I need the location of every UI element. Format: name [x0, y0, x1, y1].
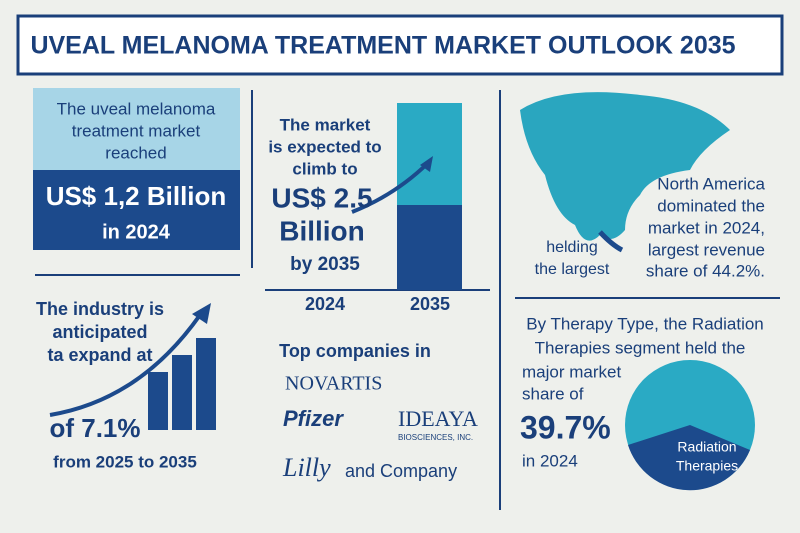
- map-central: [598, 230, 624, 253]
- value-box: [33, 170, 240, 250]
- therapy-value: 39.7%: [520, 409, 611, 445]
- region-line: dominated the: [657, 196, 765, 215]
- region-note: helding: [546, 239, 598, 256]
- region-note: the largest: [535, 261, 610, 278]
- therapy-line: major market: [522, 362, 621, 381]
- value: Billion: [279, 215, 365, 246]
- therapy-year: in 2024: [522, 451, 578, 470]
- bar-bottom: [397, 205, 462, 290]
- year: in 2024: [102, 221, 171, 243]
- growth-rate: of 7.1%: [49, 413, 140, 443]
- region-line: largest revenue: [648, 240, 765, 259]
- intro-line: is expected to: [268, 137, 381, 156]
- growth-line: ta expand at: [47, 345, 152, 365]
- growth-bars: [148, 338, 216, 430]
- title: UVEAL MELANOMA TREATMENT MARKET OUTLOOK …: [30, 32, 735, 60]
- pie-dark: [628, 425, 750, 491]
- lilly: Lilly: [282, 453, 331, 482]
- bar-label: 2024: [305, 294, 345, 314]
- ideaya: IDEAYA: [398, 406, 478, 431]
- value: US$ 1,2 Billion: [46, 181, 227, 211]
- region-line: North America: [657, 174, 765, 193]
- ideaya-sub: BIOSCIENCES, INC.: [398, 433, 473, 442]
- novartis: NOVARTIS: [285, 373, 382, 395]
- intro-line: The market: [280, 115, 371, 134]
- intro-line: reached: [105, 143, 166, 162]
- region-line: market in 2024,: [648, 218, 765, 237]
- pie-label: Therapies: [676, 458, 738, 474]
- arrow-head: [420, 156, 433, 172]
- therapy-line: Therapies segment held the: [535, 338, 746, 357]
- pie-label: Radiation: [677, 439, 736, 455]
- companies-heading: Top companies in: [279, 341, 431, 361]
- therapy-line: By Therapy Type, the Radiation: [526, 314, 764, 333]
- therapy-line: share of: [522, 384, 584, 403]
- arrow: [351, 161, 430, 214]
- growth-arrow: [49, 313, 202, 417]
- intro-line: climb to: [292, 159, 357, 178]
- growth-line: The industry is: [36, 299, 164, 319]
- growth-period: from 2025 to 2035: [53, 452, 197, 471]
- pfizer: Pfizer: [283, 406, 344, 431]
- map: [520, 92, 730, 241]
- lilly-suffix: and Company: [345, 461, 457, 481]
- bar-top: [397, 103, 462, 205]
- year: by 2035: [290, 254, 360, 275]
- bar-label: 2035: [410, 294, 450, 314]
- intro-line: The uveal melanoma: [57, 99, 216, 118]
- growth-arrow-head: [192, 303, 211, 324]
- region-line: share of 44.2%.: [646, 261, 765, 280]
- intro-box: [33, 88, 240, 170]
- value: US$ 2.5: [271, 182, 372, 213]
- title-box: [16, 14, 784, 76]
- growth-line: anticipated: [52, 322, 147, 342]
- intro-line: treatment market: [72, 121, 201, 140]
